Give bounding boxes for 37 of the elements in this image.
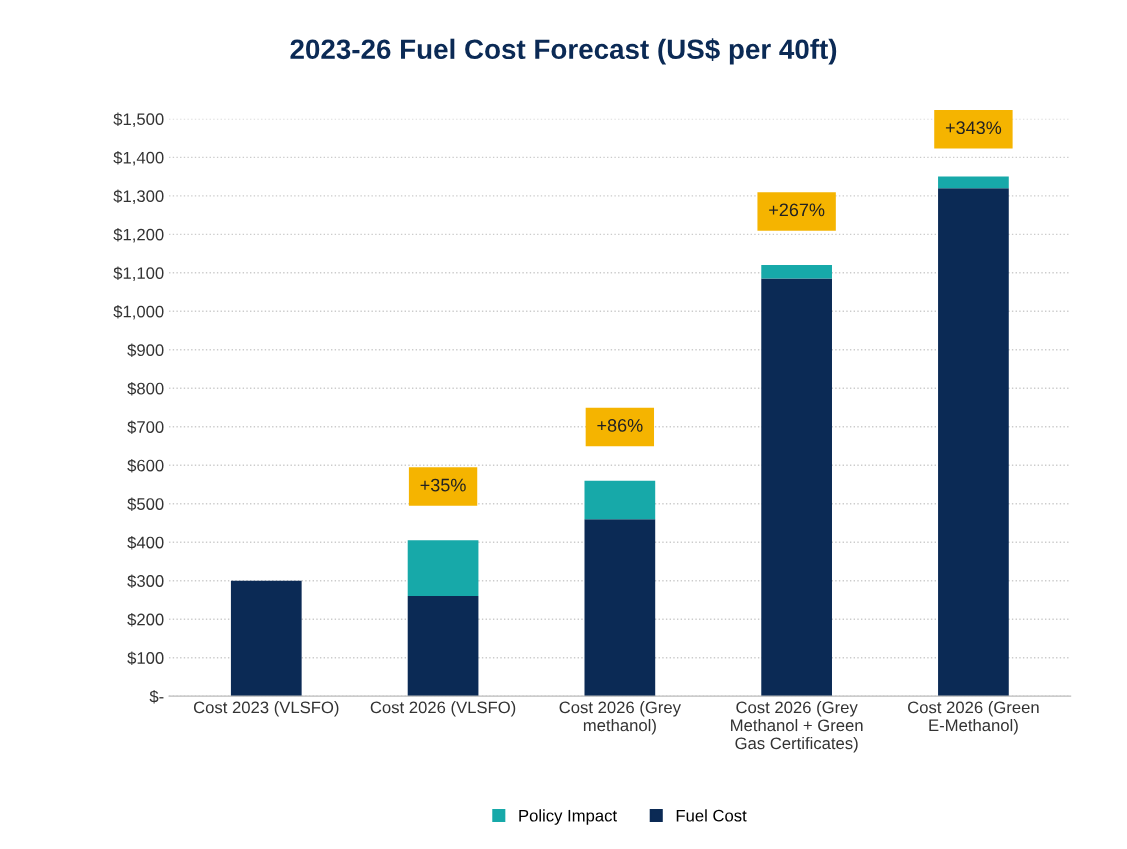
bar bbox=[407, 540, 479, 597]
x-tick-label: Cost 2026 (Grey methanol) bbox=[559, 701, 681, 735]
x-tick-label: Cost 2026 (Grey Methanol + Green Gas Certificates) bbox=[731, 701, 863, 753]
bar bbox=[584, 480, 656, 520]
y-tick-label: $1,300 bbox=[113, 189, 164, 205]
bar bbox=[938, 188, 1009, 697]
y-tick-label: $200 bbox=[127, 612, 164, 627]
legend-label: Policy Impact bbox=[519, 809, 617, 825]
annotation: +86% bbox=[597, 419, 643, 432]
y-tick-label: $- bbox=[149, 689, 164, 704]
y-tick-label: $1,500 bbox=[113, 112, 164, 128]
x-tick-label: Cost 2026 (VLSFO) bbox=[370, 701, 516, 717]
bar bbox=[761, 265, 832, 279]
bar bbox=[761, 278, 832, 697]
bar bbox=[230, 580, 302, 697]
x-tick-label: Cost 2023 (VLSFO) bbox=[193, 701, 339, 717]
y-tick-label: $1,100 bbox=[113, 266, 164, 281]
y-tick-label: $100 bbox=[127, 651, 164, 665]
bar bbox=[407, 596, 479, 697]
y-tick-label: $500 bbox=[127, 497, 164, 511]
legend-label: Fuel Cost bbox=[676, 809, 747, 822]
y-tick-label: $700 bbox=[127, 420, 164, 434]
bar bbox=[584, 519, 656, 697]
y-tick-label: $900 bbox=[127, 343, 164, 357]
annotation: +267% bbox=[769, 203, 825, 217]
chart-title: 2023-26 Fuel Cost Forecast (US$ per 40ft) bbox=[290, 38, 837, 65]
y-tick-label: $1,200 bbox=[113, 228, 164, 243]
annotation: +35% bbox=[420, 478, 466, 492]
x-tick-label: Cost 2026 (Green E-Methanol) bbox=[908, 701, 1039, 735]
bar bbox=[938, 176, 1009, 189]
annotation: +343% bbox=[945, 121, 1002, 135]
y-tick-label: $300 bbox=[127, 574, 164, 588]
y-tick-label: $1,400 bbox=[113, 151, 164, 166]
y-tick-label: $400 bbox=[127, 535, 164, 550]
y-tick-label: $1,000 bbox=[113, 305, 164, 320]
y-tick-label: $800 bbox=[127, 381, 164, 396]
y-tick-label: $600 bbox=[127, 458, 164, 473]
